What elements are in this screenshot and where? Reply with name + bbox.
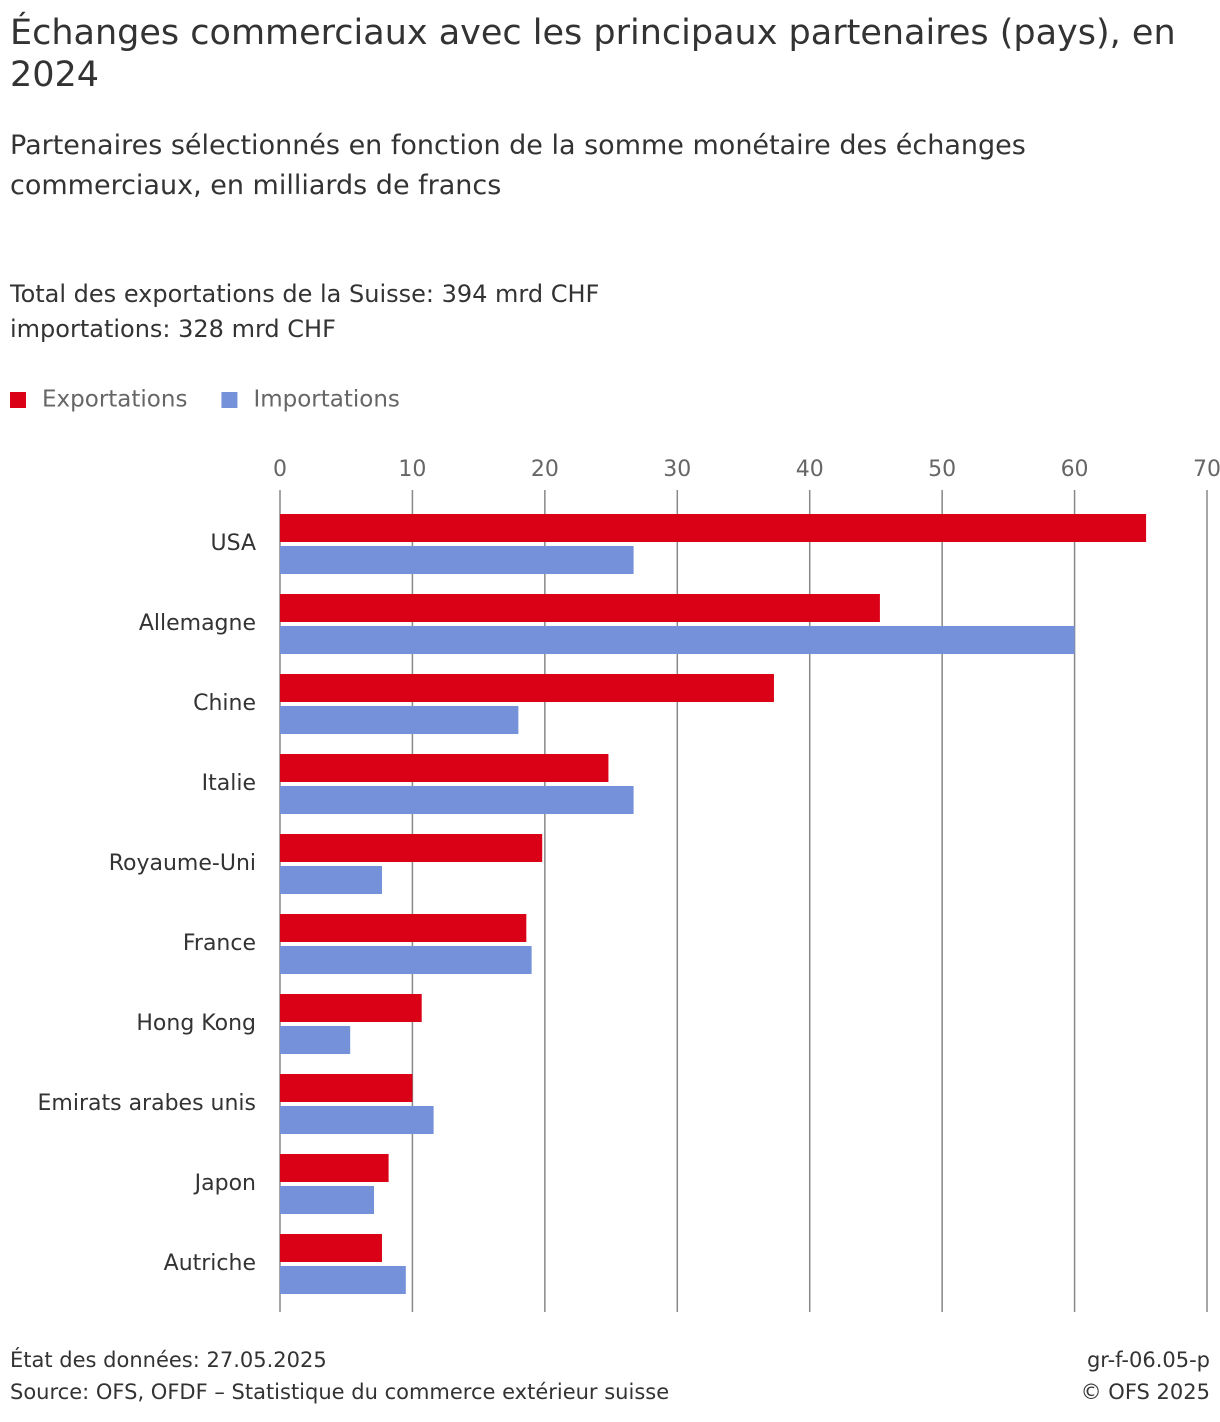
x-tick-label: 20	[531, 457, 559, 482]
bar	[280, 1026, 351, 1054]
bar	[280, 866, 382, 894]
y-tick-label: Japon	[193, 1171, 256, 1196]
y-tick-label: USA	[210, 531, 256, 556]
bar	[280, 706, 519, 734]
x-tick-label: 50	[928, 457, 956, 482]
legend-label: Exportations	[42, 387, 187, 413]
x-tick-label: 60	[1061, 457, 1089, 482]
chart-title: Échanges commerciaux avec les principaux…	[10, 13, 1176, 95]
bar	[280, 674, 774, 702]
x-tick-label: 10	[398, 457, 426, 482]
bar	[280, 786, 634, 814]
y-tick-label: Emirats arabes unis	[38, 1091, 256, 1116]
y-tick-label: Royaume-Uni	[109, 851, 256, 876]
bar	[280, 1186, 375, 1214]
legend-swatch	[221, 392, 238, 408]
x-tick-label: 0	[273, 457, 287, 482]
note: Total des exportations de la Suisse: 394…	[10, 280, 600, 308]
y-tick-label: Allemagne	[139, 611, 256, 636]
y-tick-label: France	[183, 931, 256, 956]
bar	[280, 594, 880, 622]
y-tick-label: Hong Kong	[136, 1011, 256, 1036]
bar	[280, 1266, 406, 1294]
footer-text: Source: OFS, OFDF – Statistique du comme…	[10, 1380, 670, 1404]
bar	[280, 914, 527, 942]
x-tick-label: 40	[796, 457, 824, 482]
bar	[280, 546, 634, 574]
y-tick-label: Autriche	[164, 1251, 256, 1276]
y-tick-label: Chine	[193, 691, 256, 716]
y-tick-label: Italie	[202, 771, 256, 796]
bar	[280, 1106, 434, 1134]
legend-label: Importations	[253, 387, 399, 413]
footer-text: © OFS 2025	[1080, 1380, 1210, 1404]
chart-subtitle: Partenaires sélectionnés en fonction de …	[10, 130, 1026, 201]
chart: Exportations Importations 0 10 20 30 40 50 60 70 U…	[10, 387, 1220, 1312]
footer-text: gr-f-06.05-p	[1086, 1348, 1210, 1372]
bar	[280, 754, 609, 782]
footer-text: État des données: 27.05.2025	[10, 1348, 327, 1372]
note: importations: 328 mrd CHF	[10, 315, 336, 343]
bar	[280, 994, 422, 1022]
x-tick-label: 30	[663, 457, 691, 482]
bar	[280, 1234, 382, 1262]
legend-swatch	[10, 392, 26, 408]
bar	[280, 514, 1147, 542]
x-tick-label: 70	[1193, 457, 1220, 482]
bar	[280, 1074, 413, 1102]
bar	[280, 1154, 389, 1182]
bar	[280, 946, 532, 974]
bar	[280, 626, 1075, 654]
bar	[280, 834, 543, 862]
